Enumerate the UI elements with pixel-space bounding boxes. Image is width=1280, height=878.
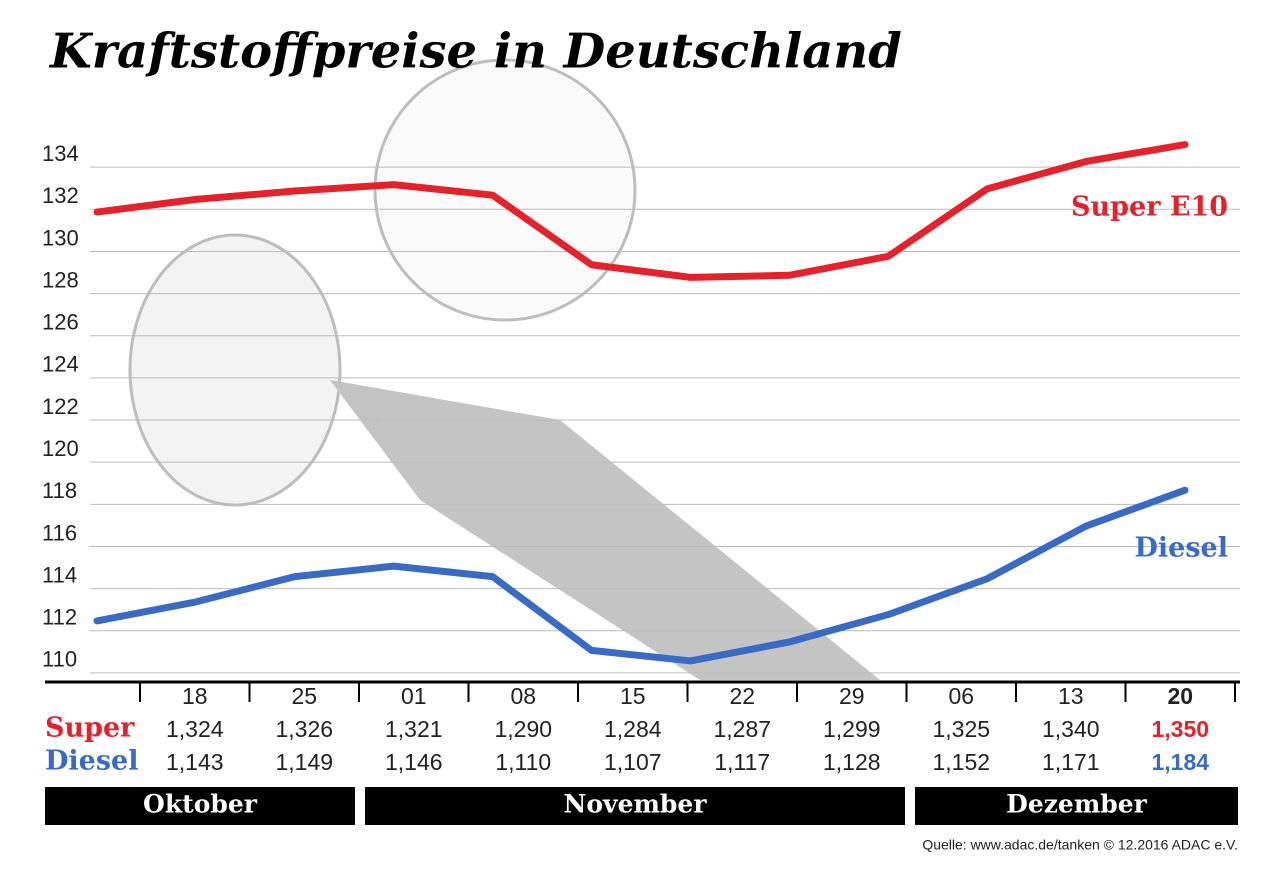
month-bar bbox=[45, 787, 355, 825]
decoration bbox=[128, 58, 880, 680]
legend-label: Super E10 bbox=[1071, 192, 1228, 223]
month-label: Oktober bbox=[143, 790, 258, 819]
y-tick-label: 118 bbox=[42, 478, 77, 503]
table-cell: 1,290 bbox=[494, 716, 552, 742]
y-tick-label: 130 bbox=[42, 225, 79, 250]
date-label: 13 bbox=[1058, 683, 1084, 709]
table-cell: 1,184 bbox=[1151, 749, 1209, 775]
date-label: 06 bbox=[948, 683, 974, 709]
line bbox=[93, 486, 1189, 665]
y-tick-label: 128 bbox=[42, 267, 79, 292]
y-tick-label: 110 bbox=[42, 647, 77, 672]
table-cell: 1,326 bbox=[275, 716, 333, 742]
month-label: November bbox=[564, 790, 708, 819]
table-cell: 1,321 bbox=[385, 716, 443, 742]
table-cell: 1,128 bbox=[823, 749, 881, 775]
month-bar bbox=[365, 787, 905, 825]
date-label: 20 bbox=[1167, 683, 1193, 709]
table-cell: 1,117 bbox=[714, 749, 770, 775]
table-cell: 1,325 bbox=[932, 716, 990, 742]
table-cell: 1,284 bbox=[604, 716, 662, 742]
month-label: Dezember bbox=[1006, 790, 1148, 819]
line bbox=[93, 141, 1189, 281]
table-cell: 1,324 bbox=[166, 716, 224, 742]
y-tick-label: 134 bbox=[42, 141, 79, 166]
y-tick-label: 124 bbox=[42, 352, 79, 377]
table-cell: 1,149 bbox=[275, 749, 333, 775]
table-cell: 1,143 bbox=[166, 749, 224, 775]
date-label: 01 bbox=[401, 683, 427, 709]
y-tick-label: 112 bbox=[42, 605, 77, 630]
legend-label: Diesel bbox=[1135, 533, 1229, 564]
date-label: 15 bbox=[620, 683, 646, 709]
row-label: Diesel bbox=[45, 746, 139, 777]
y-tick-label: 114 bbox=[42, 562, 77, 587]
table-cell: 1,146 bbox=[385, 749, 443, 775]
y-tick-label: 122 bbox=[42, 394, 79, 419]
date-label: 08 bbox=[510, 683, 536, 709]
y-tick-label: 116 bbox=[42, 520, 77, 545]
table-cell: 1,110 bbox=[495, 749, 551, 775]
table-cell: 1,107 bbox=[604, 749, 662, 775]
table-cell: 1,340 bbox=[1042, 716, 1100, 742]
y-tick-label: 126 bbox=[42, 310, 79, 335]
date-label: 18 bbox=[182, 683, 208, 709]
y-tick-label: 120 bbox=[42, 436, 79, 461]
month-bar bbox=[915, 787, 1238, 825]
source: Quelle: www.adac.de/tanken © 12.2016 ADA… bbox=[922, 837, 1238, 853]
row-label: Super bbox=[45, 713, 135, 744]
y-tick-label: 132 bbox=[42, 183, 79, 208]
date-label: 29 bbox=[839, 683, 865, 709]
table-cell: 1,299 bbox=[823, 716, 881, 742]
date-label: 22 bbox=[729, 683, 755, 709]
table-cell: 1,287 bbox=[713, 716, 771, 742]
chart-title: Kraftstoffpreise in Deutschland bbox=[48, 24, 902, 80]
table-cell: 1,171 bbox=[1042, 749, 1100, 775]
table-cell: 1,350 bbox=[1151, 716, 1209, 742]
date-label: 25 bbox=[291, 683, 317, 709]
table-cell: 1,152 bbox=[932, 749, 990, 775]
